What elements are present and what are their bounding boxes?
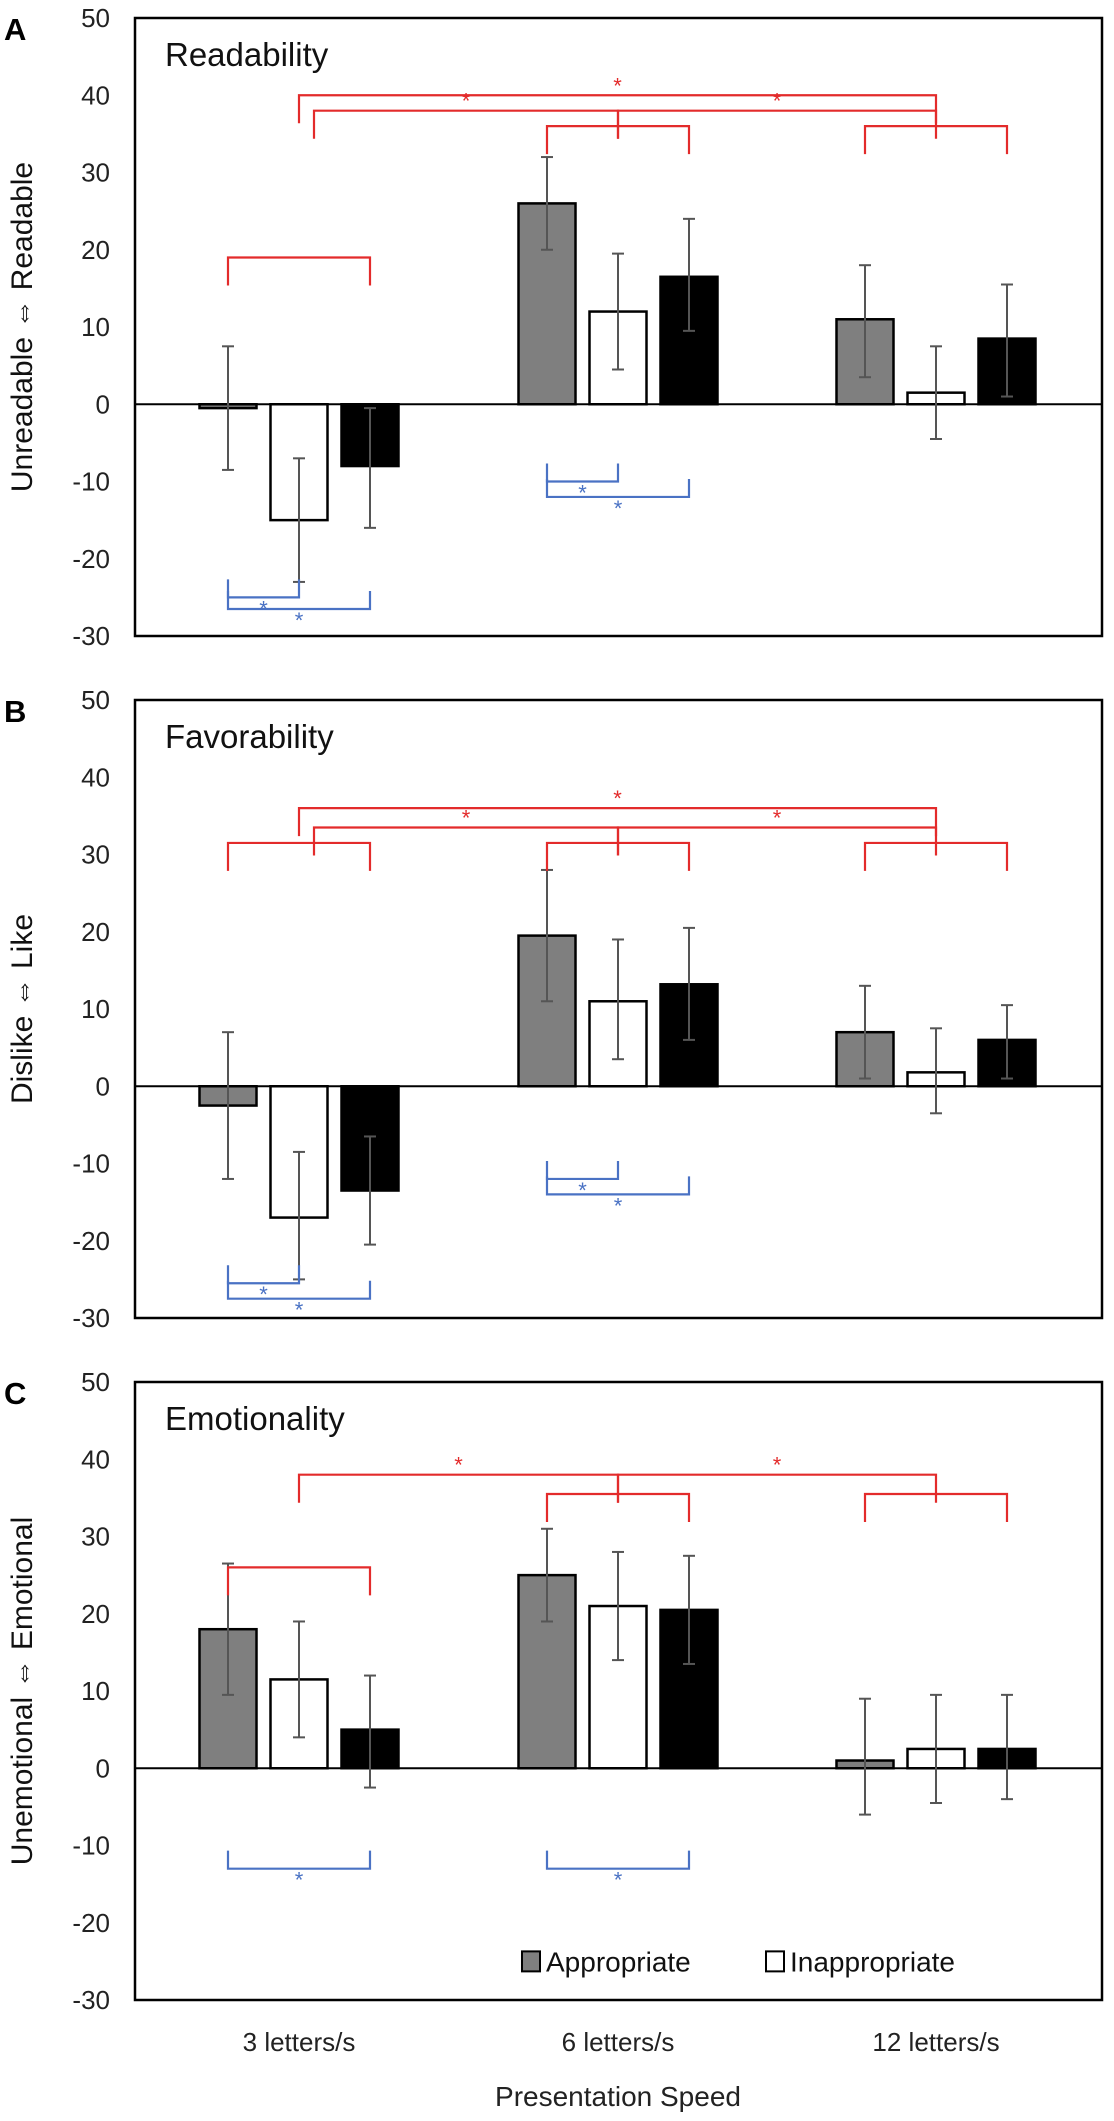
significance-star: * bbox=[578, 481, 587, 506]
significance-bracket bbox=[297, 807, 938, 837]
significance-bracket bbox=[545, 1176, 691, 1196]
y-tick-label: -20 bbox=[72, 1226, 110, 1256]
y-tick-label: 30 bbox=[81, 158, 110, 188]
significance-star: * bbox=[614, 1193, 623, 1218]
y-tick-label: 50 bbox=[81, 685, 110, 715]
significance-bracket bbox=[616, 1473, 938, 1503]
significance-bracket bbox=[545, 1160, 620, 1181]
significance-star: * bbox=[614, 1868, 623, 1893]
panel-b: 50 40 30 20 10 0 -10 -20 -30 B Favorability Dislike… bbox=[4, 685, 1104, 1333]
significance-bracket bbox=[616, 109, 938, 139]
significance-star: * bbox=[295, 1298, 304, 1323]
significance-star: * bbox=[613, 73, 622, 98]
y-tick-label: -10 bbox=[72, 1831, 110, 1861]
significance-bracket bbox=[545, 1850, 691, 1870]
y-tick-label: -20 bbox=[72, 544, 110, 574]
legend-swatch bbox=[765, 1950, 785, 1973]
y-tick-label: 30 bbox=[81, 840, 110, 870]
y-tick-label: -30 bbox=[72, 1303, 110, 1333]
significance-bracket bbox=[226, 1265, 301, 1285]
panel-letter: B bbox=[4, 694, 26, 729]
panel-letter: C bbox=[4, 1376, 26, 1411]
y-tick-label: 40 bbox=[81, 1444, 110, 1474]
significance-bracket bbox=[616, 826, 938, 856]
y-tick-label: 30 bbox=[81, 1522, 110, 1552]
plot-frame bbox=[133, 1380, 1104, 2002]
y-tick-label: 10 bbox=[81, 1676, 110, 1706]
x-category-label: 3 letters/s bbox=[243, 2027, 356, 2057]
significance-bracket bbox=[226, 1280, 372, 1300]
significance-bracket bbox=[226, 1850, 372, 1870]
y-tick-label: 50 bbox=[81, 3, 110, 33]
significance-star: * bbox=[578, 1178, 587, 1203]
significance-star: * bbox=[613, 786, 622, 811]
significance-star: * bbox=[462, 89, 471, 114]
significance-bracket bbox=[545, 478, 691, 499]
x-category-label: 6 letters/s bbox=[562, 2027, 675, 2057]
significance-star: * bbox=[454, 1453, 463, 1478]
significance-star: * bbox=[259, 1282, 268, 1307]
significance-bracket bbox=[297, 94, 938, 124]
significance-star: * bbox=[295, 1868, 304, 1893]
significance-bracket bbox=[312, 109, 620, 139]
panel-title: Readability bbox=[165, 36, 329, 73]
y-tick-label: 10 bbox=[81, 994, 110, 1024]
y-tick-label: 10 bbox=[81, 312, 110, 342]
y-tick-label: 0 bbox=[96, 1753, 110, 1783]
y-tick-label: 0 bbox=[96, 389, 110, 419]
significance-star: * bbox=[773, 1453, 782, 1478]
legend-label: Inappropriate bbox=[790, 1946, 955, 1977]
y-tick-label: -30 bbox=[72, 1985, 110, 2015]
panel-c: 50 40 30 20 10 0 -10 -20 -30 C Emotionality Unemoti… bbox=[4, 1367, 1104, 2057]
significance-star: * bbox=[462, 805, 471, 830]
y-tick-label: 40 bbox=[81, 80, 110, 110]
significance-star: * bbox=[614, 496, 623, 521]
significance-bracket bbox=[226, 579, 301, 599]
significance-star: * bbox=[773, 805, 782, 830]
y-tick-label: -10 bbox=[72, 1149, 110, 1179]
plot-frame bbox=[133, 698, 1104, 1320]
significance-bracket bbox=[312, 826, 620, 856]
y-tick-label: -10 bbox=[72, 467, 110, 497]
significance-bracket bbox=[226, 1566, 372, 1596]
legend-label: Appropriate bbox=[546, 1946, 691, 1977]
panel-a: 50 40 30 20 10 0 -10 -20 -30 A Readability Unreadab… bbox=[4, 3, 1104, 651]
y-tick-label: 40 bbox=[81, 762, 110, 792]
significance-bracket bbox=[297, 1473, 620, 1503]
y-tick-label: -20 bbox=[72, 1908, 110, 1938]
x-axis-title: Presentation Speed bbox=[495, 2081, 741, 2112]
significance-bracket bbox=[226, 841, 372, 871]
y-tick-label: -30 bbox=[72, 621, 110, 651]
legend-swatch bbox=[521, 1950, 541, 1973]
y-axis-label: Unreadable ⇔ Readable bbox=[6, 162, 39, 492]
y-tick-label: 20 bbox=[81, 235, 110, 265]
y-tick-label: 20 bbox=[81, 917, 110, 947]
panel-title: Favorability bbox=[165, 718, 334, 755]
plot-frame bbox=[133, 16, 1104, 638]
significance-bracket bbox=[226, 590, 372, 611]
x-category-label: 12 letters/s bbox=[872, 2027, 999, 2057]
significance-star: * bbox=[773, 89, 782, 114]
y-axis-label: Unemotional ⇔ Emotional bbox=[6, 1517, 39, 1866]
significance-star: * bbox=[295, 608, 304, 633]
y-axis-label: Dislike ⇔ Like bbox=[6, 914, 39, 1104]
y-tick-label: 50 bbox=[81, 1367, 110, 1397]
y-tick-label: 0 bbox=[96, 1071, 110, 1101]
significance-bracket bbox=[226, 256, 372, 286]
panel-title: Emotionality bbox=[165, 1400, 345, 1437]
significance-bracket bbox=[545, 463, 620, 483]
y-tick-label: 20 bbox=[81, 1599, 110, 1629]
panel-letter: A bbox=[4, 12, 26, 47]
